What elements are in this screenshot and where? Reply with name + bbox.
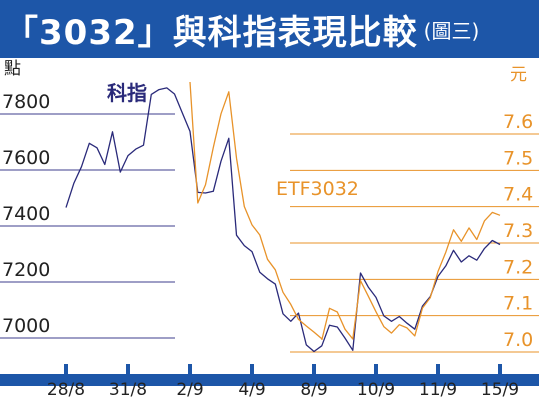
x-tick-label: 11/9	[419, 380, 457, 400]
x-tick-mark	[188, 364, 192, 374]
right-tick-label: 7.2	[503, 256, 533, 278]
series-line-ETF3032-early	[189, 81, 323, 340]
chart-title: 「3032」與科指表現比較	[4, 12, 418, 53]
x-tick-label: 2/9	[176, 380, 203, 400]
chart-subtitle: (圖三)	[423, 18, 480, 43]
left-tick-label: 7400	[2, 203, 50, 225]
x-tick-label: 28/8	[47, 380, 85, 400]
x-tick-label: 31/8	[109, 380, 147, 400]
right-tick-label: 7.3	[503, 220, 533, 242]
left-tick-label: 7200	[2, 259, 50, 281]
left-tick-label: 7800	[2, 91, 50, 113]
left-tick-label: 7000	[2, 315, 50, 337]
right-tick-label: 7.6	[503, 111, 533, 133]
series-line-科指	[65, 87, 501, 353]
x-tick-label: 10/9	[357, 380, 395, 400]
x-tick-mark	[312, 364, 316, 374]
right-tick-label: 7.1	[503, 293, 533, 315]
left-tick-label: 7600	[2, 147, 50, 169]
series-label-etf: ETF3032	[276, 178, 359, 200]
x-tick-mark	[374, 364, 378, 374]
x-tick-mark	[436, 364, 440, 374]
x-axis-bar	[0, 374, 539, 386]
x-tick-mark	[498, 364, 502, 374]
x-tick-label: 4/9	[238, 380, 265, 400]
right-tick-label: 7.5	[503, 147, 533, 169]
x-tick-mark	[126, 364, 130, 374]
right-tick-label: 7.4	[503, 184, 533, 206]
title-bar: 「3032」與科指表現比較 (圖三)	[0, 0, 539, 58]
series-label-index: 科指	[107, 81, 147, 105]
right-axis-unit: 元	[510, 65, 527, 85]
right-tick-label: 7.0	[503, 329, 533, 351]
x-tick-mark	[250, 364, 254, 374]
x-tick-label: 15/9	[481, 380, 519, 400]
x-tick-mark	[64, 364, 68, 374]
series-line-ETF3032	[321, 211, 501, 341]
left-axis-unit: 點	[4, 59, 21, 79]
chart-area: 點 元 7000 7200 7400 7600 7800 7.0 7.1 7.2 7.3 7.4 7.5…	[0, 59, 539, 400]
x-tick-label: 8/9	[300, 380, 327, 400]
